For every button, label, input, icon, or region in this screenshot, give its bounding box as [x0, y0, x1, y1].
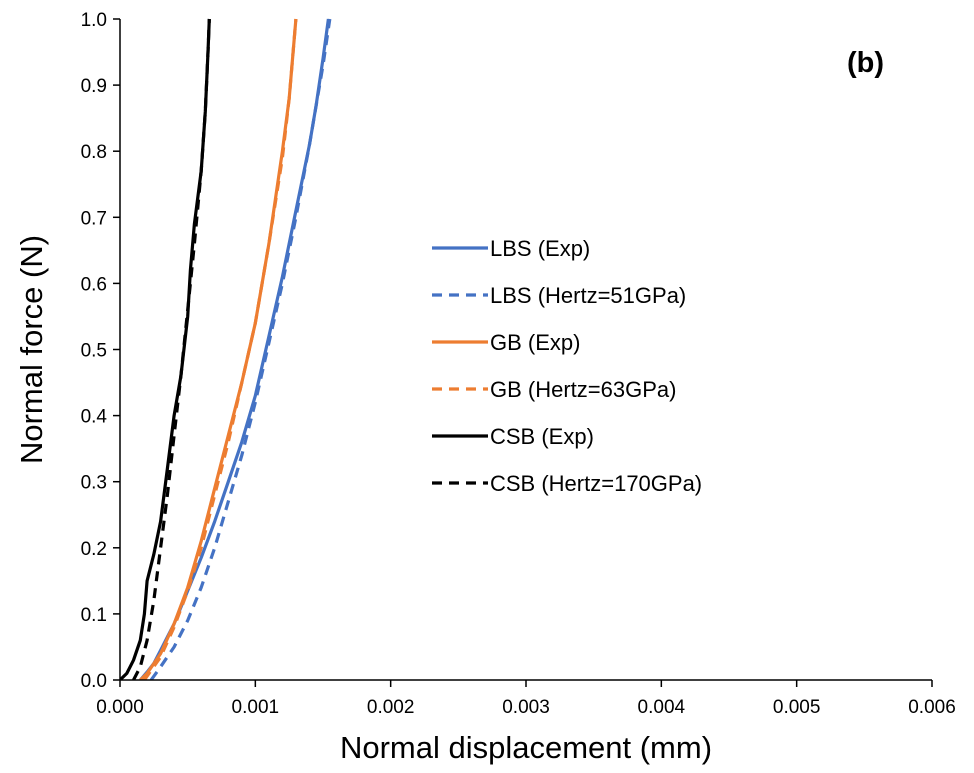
y-tick-label: 0.0 [81, 671, 107, 692]
legend-label: LBS (Hertz=51GPa) [490, 283, 686, 308]
y-tick-label: 0.5 [81, 341, 107, 362]
y-tick-label: 0.6 [81, 274, 107, 295]
series-line-1 [149, 18, 332, 680]
x-tick-label: 0.002 [367, 697, 415, 718]
series-line-3 [143, 18, 298, 680]
x-axis-title: Normal displacement (mm) [340, 730, 712, 765]
y-tick-label: 0.2 [81, 539, 107, 560]
series-line-4 [120, 18, 211, 680]
legend-label: LBS (Exp) [490, 236, 590, 261]
legend-label: CSB (Exp) [490, 424, 594, 449]
y-tick-label: 0.7 [81, 208, 107, 229]
y-tick-label: 1.0 [81, 10, 107, 31]
x-tick-label: 0.003 [502, 697, 550, 718]
y-tick-label: 0.3 [81, 473, 107, 494]
panel-label: (b) [847, 47, 884, 79]
series-line-2 [139, 18, 298, 680]
series-line-0 [139, 18, 330, 680]
y-tick-label: 0.9 [81, 76, 107, 97]
y-axis-title: Normal force (N) [14, 235, 49, 464]
y-tick-label: 0.1 [81, 605, 107, 626]
y-tick-label: 0.4 [81, 407, 108, 428]
x-tick-label: 0.006 [908, 697, 956, 718]
legend: LBS (Exp) LBS (Hertz=51GPa) GB (Exp) GB (He… [432, 236, 702, 496]
series-line-5 [132, 18, 211, 680]
axes-layer: 0.000 0.001 0.002 0.003 0.004 0.005 0.006 0.00… [81, 10, 956, 718]
y-ticks: 0.0 0.1 0.2 0.3 0.4 0.5 0.6 0.7 0.8 0.9 1.0 [81, 10, 120, 692]
legend-label: GB (Exp) [490, 330, 580, 355]
y-tick-label: 0.8 [81, 142, 107, 163]
x-ticks: 0.000 0.001 0.002 0.003 0.004 0.005 0.006 [96, 680, 956, 718]
legend-label: GB (Hertz=63GPa) [490, 377, 676, 402]
legend-label: CSB (Hertz=170GPa) [490, 471, 702, 496]
x-tick-label: 0.001 [232, 697, 280, 718]
x-tick-label: 0.000 [96, 697, 144, 718]
series-layer [120, 18, 332, 680]
x-tick-label: 0.005 [773, 697, 821, 718]
x-tick-label: 0.004 [638, 697, 686, 718]
